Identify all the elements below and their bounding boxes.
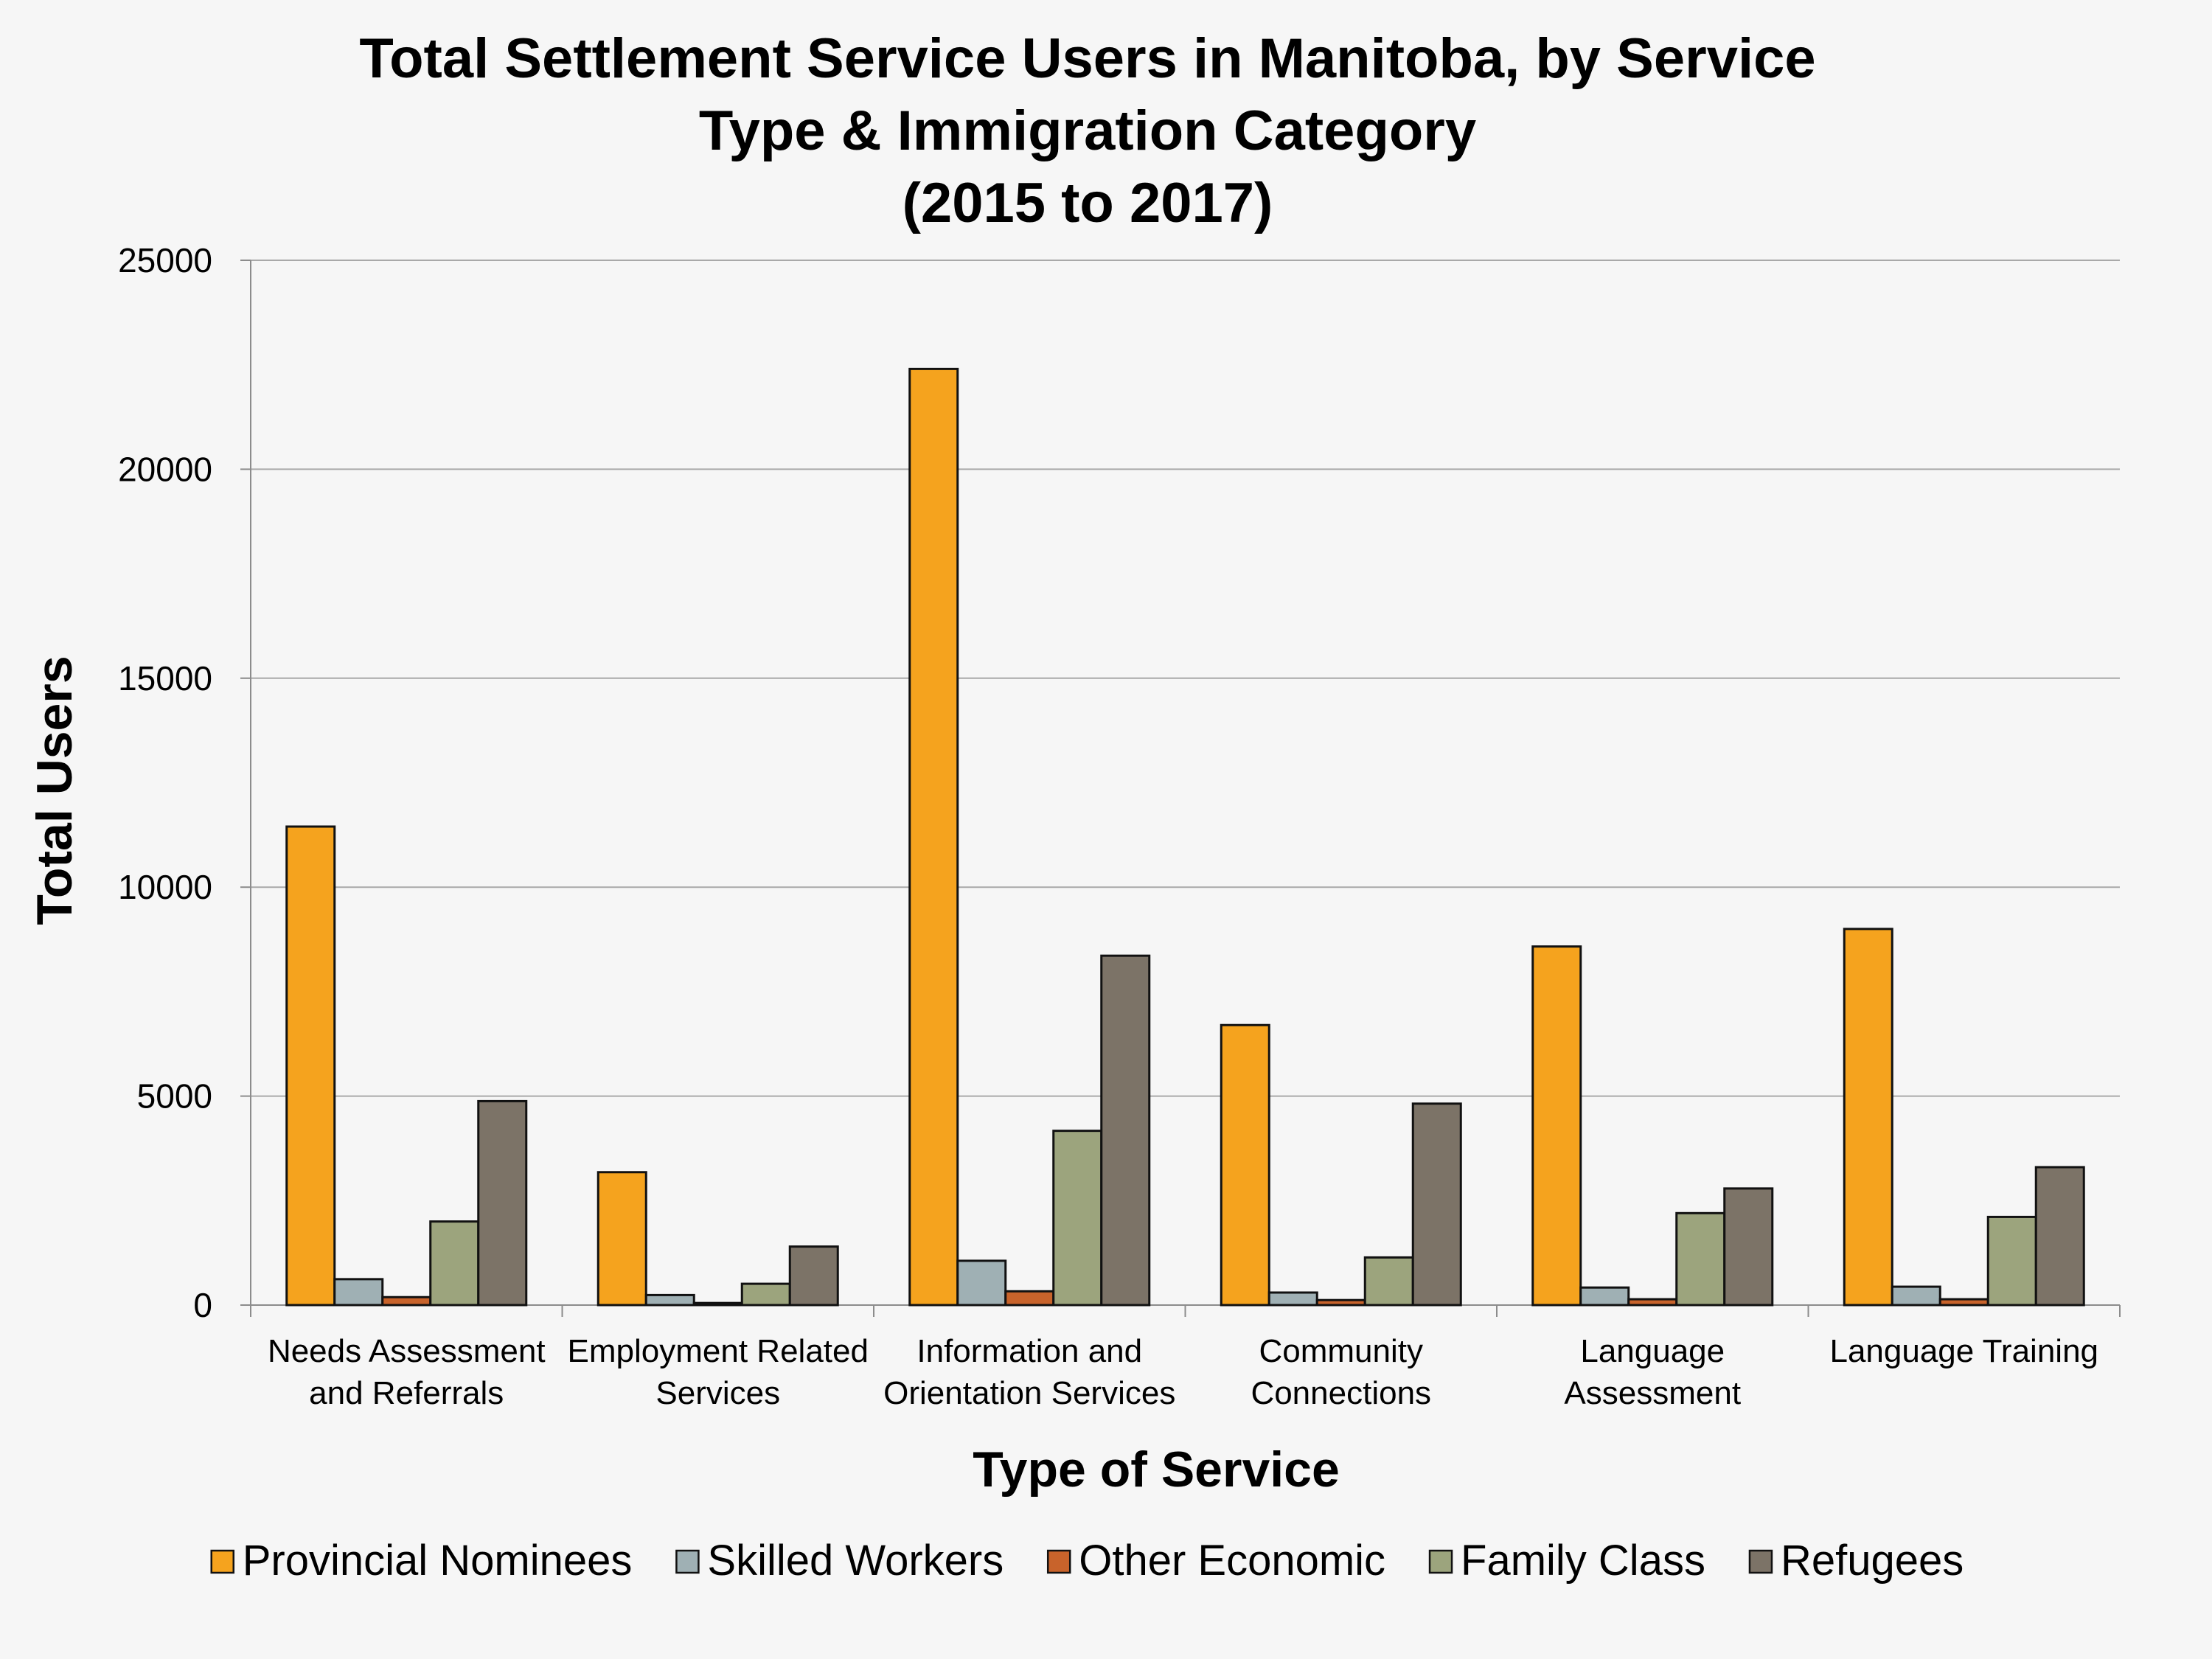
chart-title-line-3: (2015 to 2017): [902, 172, 1273, 234]
bars: [285, 367, 2085, 1307]
legend-item: Other Economic: [1046, 1537, 1385, 1585]
bar: [1579, 1286, 1630, 1307]
bar: [1627, 1298, 1678, 1307]
bar: [1267, 1291, 1318, 1307]
x-tick-label-line: Orientation Services: [883, 1375, 1175, 1411]
legend-swatch: [1748, 1549, 1773, 1574]
bar: [644, 1293, 695, 1307]
x-tick-label: Information and Orientation Services: [883, 1333, 1175, 1411]
legend-swatch: [675, 1549, 700, 1574]
bar: [1411, 1102, 1462, 1307]
bar: [1723, 1187, 1774, 1307]
chart-title-line-2: Type & Immigration Category: [699, 100, 1476, 162]
bar: [740, 1282, 791, 1307]
bar: [956, 1259, 1007, 1307]
bar: [1363, 1256, 1414, 1307]
legend-item: Family Class: [1428, 1537, 1705, 1585]
bar: [477, 1099, 528, 1307]
legend-item: Provincial Nominees: [210, 1537, 633, 1585]
bar: [1531, 945, 1582, 1307]
bar: [1938, 1298, 1989, 1307]
bar: [333, 1278, 384, 1307]
x-tick-label-line: Employment Related: [568, 1333, 869, 1369]
legend-item: Refugees: [1748, 1537, 1964, 1585]
bar: [2034, 1166, 2085, 1307]
legend-label: Refugees: [1781, 1537, 1964, 1585]
x-tick-label-line: Needs Assessment: [268, 1333, 546, 1369]
y-tick-label: 0: [193, 1286, 212, 1324]
bar: [1843, 928, 1893, 1307]
x-tick-label: Employment Related Services: [568, 1333, 869, 1411]
x-tick-label-line: Connections: [1251, 1375, 1431, 1411]
legend: Provincial Nominees Skilled Workers Other …: [210, 1537, 1964, 1585]
bar: [597, 1171, 647, 1307]
bar: [1891, 1285, 1941, 1307]
legend-swatch: [210, 1549, 234, 1574]
x-tick-label-line: Information and: [917, 1333, 1142, 1369]
bar: [1675, 1211, 1726, 1307]
bar: [381, 1295, 432, 1307]
x-tick-label-line: and Referrals: [309, 1375, 504, 1411]
bar: [788, 1245, 839, 1307]
x-tick-label-line: Assessment: [1564, 1375, 1741, 1411]
bar: [1986, 1215, 2037, 1307]
legend-swatch: [1046, 1549, 1071, 1574]
bar: [1315, 1298, 1366, 1307]
legend-label: Skilled Workers: [707, 1537, 1004, 1585]
legend-label: Family Class: [1461, 1537, 1705, 1585]
legend-label: Other Economic: [1079, 1537, 1385, 1585]
y-tick-label: 25000: [118, 241, 212, 279]
axes: [240, 260, 2121, 1317]
bar: [692, 1301, 743, 1307]
x-tick-label: Language Assessment: [1564, 1333, 1741, 1411]
y-tick-labels: 0 5000 10000 15000 20000 25000: [118, 241, 212, 1324]
bar: [285, 825, 336, 1307]
legend-label: Provincial Nominees: [243, 1537, 633, 1585]
bar: [908, 367, 959, 1307]
x-axis-title: Type of Service: [973, 1441, 1340, 1498]
y-tick-label: 10000: [118, 868, 212, 906]
bar: [429, 1220, 480, 1307]
x-tick-label-line: Language: [1580, 1333, 1725, 1369]
x-tick-label-line: Services: [655, 1375, 780, 1411]
legend-swatch: [1428, 1549, 1453, 1574]
chart-title-line-1: Total Settlement Service Users in Manito…: [359, 27, 1815, 90]
x-tick-label: Needs Assessment and Referrals: [268, 1333, 546, 1411]
y-tick-label: 5000: [137, 1077, 212, 1116]
y-tick-label: 15000: [118, 659, 212, 698]
x-tick-labels: Needs Assessment and Referrals Employment …: [268, 1333, 2098, 1411]
chart-title: Total Settlement Service Users in Manito…: [359, 27, 1815, 234]
y-tick-label: 20000: [118, 450, 212, 488]
x-tick-label-line: Language Training: [1829, 1333, 2098, 1369]
bar: [1220, 1023, 1270, 1307]
x-tick-label-line: Community: [1259, 1333, 1424, 1369]
x-tick-label: Language Training: [1829, 1333, 2098, 1369]
bar: [1100, 954, 1151, 1307]
gridlines: [251, 260, 2120, 1097]
bar: [1004, 1290, 1055, 1307]
bar: [1052, 1130, 1103, 1307]
x-tick-label: Community Connections: [1251, 1333, 1431, 1411]
legend-item: Skilled Workers: [675, 1537, 1004, 1585]
y-axis-title: Total Users: [27, 655, 83, 925]
